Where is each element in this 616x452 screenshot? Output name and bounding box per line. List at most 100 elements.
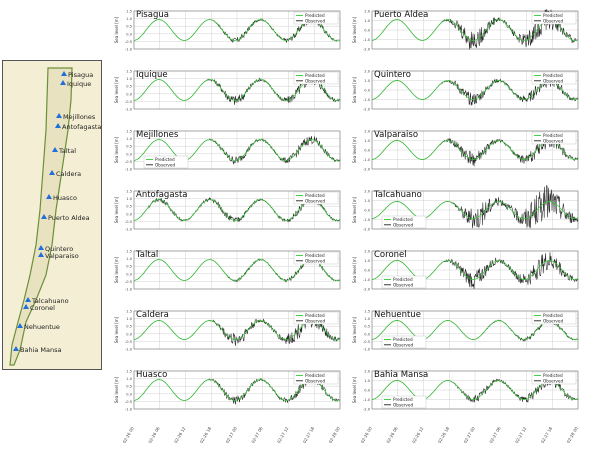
station-marker-icon[interactable] [23, 304, 29, 309]
legend-observed-label: Observed [543, 318, 563, 323]
legend-predicted-label: Predicted [305, 373, 325, 378]
y-tick-label: 2.0 [364, 370, 370, 374]
legend-predicted-label: Predicted [393, 337, 413, 342]
station-marker-icon[interactable] [55, 123, 61, 128]
panel-title: Caldera [136, 310, 169, 320]
plot-frame [371, 370, 579, 410]
y-axis-label: Sea level [m] [114, 136, 119, 163]
x-tick-label: 02-27 12 [514, 426, 528, 444]
y-tick-label: -1.0 [125, 48, 133, 52]
legend-predicted-label: Predicted [393, 217, 413, 222]
y-tick-label: 1.0 [364, 199, 370, 203]
station-marker-icon[interactable] [38, 245, 44, 250]
station-label: Taltal [58, 147, 76, 155]
tide-panel-chart: 2.0 1.0 0.0 -1.0 -2.0 Sea level [m] Coronel Pre… [352, 250, 579, 292]
y-tick-label: 0.0 [126, 32, 132, 36]
y-tick-label: 0.0 [364, 389, 370, 393]
y-tick-label: 0.0 [364, 269, 370, 273]
y-tick-label: 0.5 [126, 145, 132, 149]
x-tick-label: 02-28 00 [328, 426, 342, 444]
station-marker-icon[interactable] [25, 297, 31, 302]
legend-predicted-label: Predicted [305, 13, 325, 18]
y-tick-label: 0.0 [364, 149, 370, 153]
tide-panel: 1.5 1.0 0.5 0.0 -0.5 -1.0 Sea level [m] Caldera… [112, 303, 342, 355]
station-label: Mejillones [63, 113, 96, 121]
station-marker-icon[interactable] [56, 113, 62, 118]
x-tick-label: 02-27 06 [488, 426, 502, 444]
station-label: Valparaiso [45, 252, 79, 260]
y-tick-label: 0.0 [126, 332, 132, 336]
y-tick-label: 1.5 [126, 250, 132, 254]
y-tick-label: 0.0 [364, 29, 370, 33]
y-tick-label: 0.5 [126, 205, 132, 209]
station-marker-icon[interactable] [17, 323, 23, 328]
y-tick-label: 0.0 [126, 212, 132, 216]
panel-title: Talcahuano [373, 190, 422, 200]
y-tick-label: 0.0 [364, 89, 370, 93]
plot-frame [371, 70, 579, 110]
legend-observed-label: Observed [305, 318, 325, 323]
y-tick-label: -2.0 [363, 228, 371, 232]
plot-frame [371, 310, 579, 350]
x-tick-label: 02-26 06 [147, 426, 161, 444]
legend-observed-label: Observed [393, 342, 413, 347]
y-axis-label: Sea level [m] [352, 76, 357, 103]
y-tick-label: 0.5 [126, 25, 132, 29]
station-marker-icon[interactable] [61, 71, 67, 76]
legend-predicted-label: Predicted [305, 313, 325, 318]
y-axis-label: Sea level [m] [114, 196, 119, 223]
tide-panel-chart: 1.5 1.0 0.5 0.0 -0.5 -1.0 Sea level [m] Nehuent… [352, 310, 579, 352]
y-axis-label: Sea level [m] [114, 376, 119, 403]
y-tick-label: 0.0 [126, 152, 132, 156]
x-tick-label: 02-26 12 [173, 426, 187, 444]
y-tick-label: 1.0 [364, 259, 370, 263]
y-axis-label: Sea level [m] [352, 316, 357, 343]
y-axis-label: Sea level [m] [352, 376, 357, 403]
y-tick-label: -0.5 [125, 220, 132, 224]
x-tick-label: 02-27 12 [276, 426, 290, 444]
plot-frame [133, 130, 341, 170]
y-tick-label: -0.5 [125, 340, 132, 344]
plot-frame [371, 10, 579, 50]
y-tick-label: 2.0 [364, 70, 370, 74]
y-tick-label: 0.0 [126, 272, 132, 276]
x-tick-label: 02-27 00 [463, 426, 477, 444]
legend-predicted-label: Predicted [543, 373, 563, 378]
station-label: Huasco [53, 194, 77, 202]
station-marker-icon[interactable] [52, 147, 58, 152]
y-tick-label: 1.5 [126, 190, 132, 194]
station-marker-icon[interactable] [49, 170, 55, 175]
panel-title: Mejillones [136, 130, 179, 140]
station-marker-icon[interactable] [38, 252, 44, 257]
station-marker-icon[interactable] [13, 346, 19, 351]
y-tick-label: -0.5 [125, 160, 132, 164]
y-tick-label: 1.0 [364, 379, 370, 383]
station-marker-icon[interactable] [60, 80, 66, 85]
legend-observed-label: Observed [305, 198, 325, 203]
predicted-series-line [134, 139, 341, 161]
y-tick-label: -0.5 [125, 280, 132, 284]
station-marker-icon[interactable] [46, 194, 52, 199]
y-tick-label: -0.5 [363, 340, 370, 344]
y-tick-label: -1.0 [363, 218, 371, 222]
tide-panel-chart: 1.5 1.0 0.5 0.0 -0.5 -1.0 Sea level [m] Huasco P… [114, 370, 341, 412]
y-tick-label: 1.0 [364, 317, 370, 321]
plot-frame [133, 70, 341, 110]
plot-frame [133, 10, 341, 50]
station-marker-icon[interactable] [41, 214, 47, 219]
legend-predicted-label: Predicted [305, 193, 325, 198]
legend-observed-label: Observed [305, 18, 325, 23]
y-tick-label: -0.5 [125, 100, 132, 104]
y-axis-label: Sea level [m] [352, 196, 357, 223]
y-tick-label: 1.0 [126, 377, 132, 381]
tide-panel: 2.0 1.0 0.0 -1.0 -2.0 Sea level [m] Talcahuano… [350, 183, 580, 235]
legend-predicted-label: Predicted [305, 73, 325, 78]
station-label: Bahia Mansa [20, 346, 62, 354]
y-tick-label: -2.0 [363, 408, 371, 412]
